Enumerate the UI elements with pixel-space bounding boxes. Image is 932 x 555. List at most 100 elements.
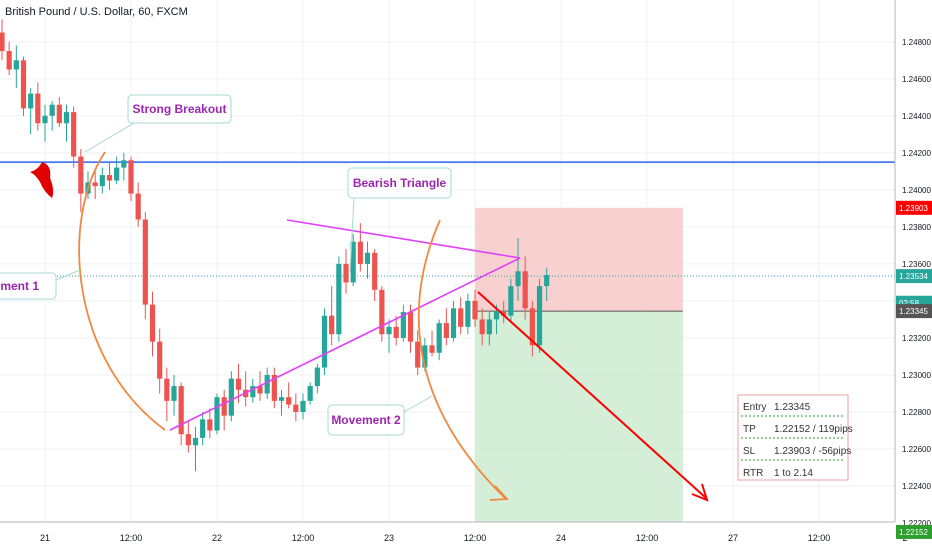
candle[interactable] bbox=[529, 300, 535, 357]
candle[interactable] bbox=[92, 171, 98, 200]
candle[interactable] bbox=[192, 426, 199, 472]
callout-pointer bbox=[349, 197, 355, 273]
candle[interactable] bbox=[336, 256, 342, 342]
candle[interactable] bbox=[372, 249, 378, 301]
candle[interactable] bbox=[329, 286, 335, 346]
candle[interactable] bbox=[364, 241, 371, 279]
candle-body bbox=[450, 308, 457, 338]
candle[interactable] bbox=[71, 106, 77, 168]
candle[interactable] bbox=[6, 41, 12, 76]
candle-body bbox=[178, 386, 184, 435]
x-tick-label: 27 bbox=[728, 533, 738, 543]
candle[interactable] bbox=[114, 156, 120, 185]
candle[interactable] bbox=[522, 256, 528, 320]
y-tick-label: 1.23800 bbox=[902, 223, 931, 232]
candle[interactable] bbox=[321, 308, 328, 375]
candle[interactable] bbox=[128, 156, 134, 201]
candle[interactable] bbox=[149, 291, 156, 357]
candle[interactable] bbox=[171, 374, 177, 416]
candle[interactable] bbox=[300, 393, 306, 420]
candle[interactable] bbox=[20, 56, 27, 116]
candle[interactable] bbox=[228, 371, 234, 422]
strong-breakout-callout[interactable]: Strong Breakout bbox=[84, 94, 232, 153]
candle-body bbox=[486, 319, 492, 335]
candle[interactable] bbox=[379, 286, 385, 342]
candle[interactable] bbox=[293, 393, 299, 422]
candle[interactable] bbox=[350, 234, 356, 287]
candle[interactable] bbox=[264, 367, 270, 400]
candle[interactable] bbox=[250, 378, 256, 403]
candle[interactable] bbox=[393, 315, 399, 346]
candle[interactable] bbox=[443, 308, 449, 346]
candle[interactable] bbox=[429, 330, 435, 357]
candle[interactable] bbox=[479, 308, 485, 346]
x-tick-label: 12:00 bbox=[808, 533, 831, 543]
candle[interactable] bbox=[271, 367, 277, 409]
candle[interactable] bbox=[458, 297, 464, 335]
candle[interactable] bbox=[472, 289, 478, 327]
candle[interactable] bbox=[536, 278, 543, 353]
callout-label: Movement 2 bbox=[331, 413, 401, 427]
candle[interactable] bbox=[221, 389, 227, 431]
callout-pointer bbox=[84, 122, 135, 153]
y-tick-label: 1.22600 bbox=[902, 445, 931, 454]
red-marker-icon bbox=[30, 162, 54, 198]
triangle-lower-trendline[interactable] bbox=[169, 257, 521, 431]
candle[interactable] bbox=[415, 330, 421, 375]
candle-body bbox=[343, 263, 349, 283]
candle[interactable] bbox=[508, 278, 514, 324]
candle-body bbox=[357, 241, 363, 264]
candle[interactable] bbox=[544, 267, 550, 301]
candle-body bbox=[20, 60, 27, 109]
triangle-upper-trendline[interactable] bbox=[286, 219, 521, 259]
candle[interactable] bbox=[135, 182, 141, 227]
candle[interactable] bbox=[13, 45, 19, 89]
candle[interactable] bbox=[450, 300, 457, 342]
candle-body bbox=[515, 271, 521, 287]
candle[interactable] bbox=[185, 421, 191, 453]
candle[interactable] bbox=[42, 104, 48, 142]
candle[interactable] bbox=[106, 162, 113, 190]
bearish-triangle-callout[interactable]: Bearish Triangle bbox=[347, 167, 452, 273]
candle[interactable] bbox=[386, 319, 392, 353]
candle[interactable] bbox=[400, 304, 406, 342]
candle[interactable] bbox=[214, 393, 220, 435]
candle[interactable] bbox=[0, 19, 5, 61]
candle[interactable] bbox=[121, 152, 127, 181]
candle[interactable] bbox=[164, 367, 170, 422]
candle[interactable] bbox=[465, 293, 471, 335]
candle[interactable] bbox=[99, 167, 105, 194]
callout-box bbox=[0, 272, 57, 300]
candle[interactable] bbox=[486, 312, 492, 346]
candle-body bbox=[185, 434, 191, 446]
candle[interactable] bbox=[157, 328, 163, 394]
candle[interactable] bbox=[286, 382, 292, 409]
candle[interactable] bbox=[35, 82, 41, 131]
candle-body bbox=[436, 323, 442, 353]
trade-info-table: Entry 1.23345 TP 1.22152 / 119pips SL 1.23903… bbox=[737, 394, 853, 481]
candle[interactable] bbox=[515, 237, 521, 301]
candle[interactable] bbox=[278, 389, 285, 416]
candle[interactable] bbox=[207, 408, 213, 438]
movement-1-curve[interactable] bbox=[78, 151, 166, 431]
candle[interactable] bbox=[49, 101, 55, 131]
movement-2-curve[interactable] bbox=[417, 219, 506, 499]
movement-2-callout[interactable]: Movement 2 bbox=[327, 395, 433, 436]
candle[interactable] bbox=[63, 104, 70, 142]
candle[interactable] bbox=[314, 363, 320, 394]
candle[interactable] bbox=[200, 411, 206, 446]
trade-row-value: 1 to 2.14 bbox=[774, 468, 813, 479]
candle-body bbox=[235, 378, 242, 390]
candle[interactable] bbox=[307, 382, 313, 405]
candle[interactable] bbox=[28, 88, 34, 135]
target-arrow[interactable] bbox=[477, 291, 707, 499]
candle[interactable] bbox=[78, 149, 84, 213]
candle[interactable] bbox=[56, 97, 62, 127]
candle[interactable] bbox=[343, 249, 349, 294]
movement-1-callout[interactable]: vement 1 bbox=[0, 269, 81, 300]
candle[interactable] bbox=[178, 382, 184, 446]
candle[interactable] bbox=[436, 319, 442, 361]
candle[interactable] bbox=[142, 212, 148, 320]
